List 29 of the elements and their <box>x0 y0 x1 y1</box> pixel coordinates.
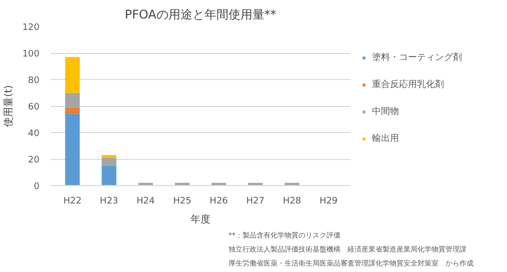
bar <box>65 92 80 108</box>
x-axis-title: 年度 <box>190 214 210 226</box>
bar <box>65 56 80 93</box>
legend-label: 輸出用 <box>372 132 399 145</box>
legend-label: 中間物 <box>372 106 399 118</box>
x-tick-label: H27 <box>246 196 265 206</box>
y-tick-label: 40 <box>28 129 40 139</box>
legend-label: 塗料・コーティング剤 <box>372 52 462 64</box>
y-axis-title: 使用量(t) <box>3 85 14 127</box>
x-tick-label: H29 <box>319 196 338 206</box>
bar <box>102 155 116 158</box>
y-tick-label: 0 <box>34 182 40 192</box>
bar <box>65 107 80 114</box>
legend-label: 重合反応用乳化剤 <box>372 78 444 91</box>
x-tick-label: H24 <box>136 196 156 206</box>
y-tick-label: 60 <box>28 102 40 112</box>
y-tick-label: 100 <box>22 50 40 60</box>
x-tick-label: H22 <box>63 196 82 206</box>
x-tick-label: H25 <box>173 196 192 206</box>
x-tick-label: H23 <box>100 196 118 206</box>
bar <box>102 158 116 166</box>
bar <box>65 114 80 186</box>
x-tick-label: H28 <box>282 196 302 206</box>
y-tick-label: 120 <box>22 23 40 33</box>
bar <box>102 166 116 186</box>
x-tick-label: H26 <box>210 196 228 206</box>
y-tick-label: 20 <box>28 156 40 166</box>
chart-title: PFOAの用途と年間使用量** <box>124 8 276 22</box>
y-tick-label: 80 <box>28 76 40 86</box>
